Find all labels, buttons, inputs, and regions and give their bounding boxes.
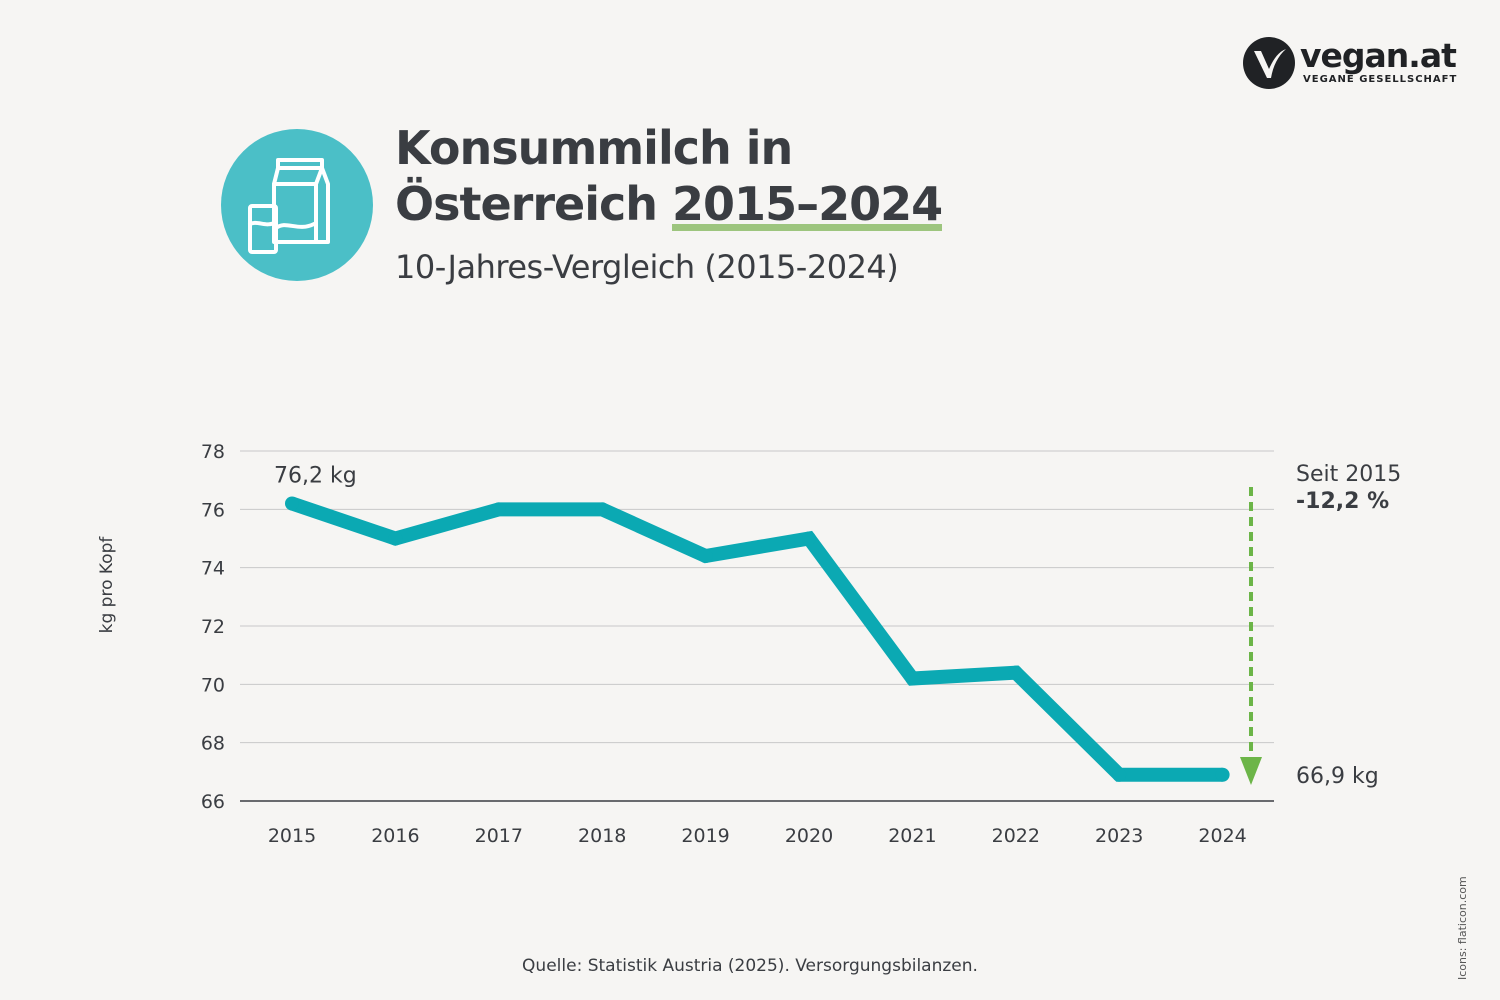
x-tick-label: 2015: [268, 825, 316, 847]
y-tick-label: 68: [201, 733, 225, 755]
title-years: 2015–2024: [672, 177, 943, 231]
vegan-leaf-logo-icon: [1243, 37, 1295, 89]
change-caption: Seit 2015: [1296, 462, 1401, 487]
x-tick-label: 2017: [475, 825, 523, 847]
x-tick-label: 2016: [371, 825, 419, 847]
brand-name: vegan.at: [1300, 36, 1457, 75]
x-tick-label: 2022: [992, 825, 1040, 847]
data-point: [802, 531, 816, 546]
y-tick-label: 70: [201, 674, 225, 696]
data-point: [491, 502, 506, 517]
y-tick-label: 78: [201, 441, 225, 463]
milk-carton-and-glass-icon: [221, 129, 373, 281]
data-point: [905, 671, 920, 686]
start-value-label: 76,2 kg: [274, 464, 357, 489]
end-value-label: 66,9 kg: [1296, 764, 1379, 789]
y-axis-label: kg pro Kopf: [97, 536, 117, 634]
title-country: Österreich: [395, 177, 673, 231]
y-tick-label: 72: [201, 616, 225, 638]
data-point: [698, 549, 713, 563]
series-line: [289, 496, 1223, 782]
x-tick-label: 2024: [1198, 825, 1246, 847]
data-point: [1008, 665, 1023, 680]
chart-grid: [240, 450, 1274, 802]
y-axis-ticks: 78 76 74 72 70 68 66: [201, 441, 225, 813]
x-axis-ticks: 2015 2016 2017 2018 2019 2020 2021 2022 2023 2024: [268, 825, 1247, 847]
page-title: Konsummilch in Österreich 2015–2024: [395, 120, 943, 232]
y-tick-label: 66: [201, 791, 225, 813]
y-tick-label: 76: [201, 499, 225, 521]
brand-logo: vegan.at VEGANE GESELLSCHAFT: [1242, 36, 1462, 96]
change-arrow-head-icon: [1240, 757, 1262, 785]
y-tick-label: 74: [201, 558, 225, 580]
data-point: [1112, 767, 1127, 782]
brand-tagline: VEGANE GESELLSCHAFT: [1303, 74, 1458, 85]
data-point: [595, 502, 610, 517]
x-tick-label: 2021: [888, 825, 936, 847]
data-points: [285, 496, 1230, 782]
icon-credit: Icons: flaticon.com: [1456, 876, 1469, 980]
change-value: -12,2 %: [1296, 489, 1389, 514]
title-line-2: Österreich 2015–2024: [395, 176, 943, 232]
data-point: [285, 496, 299, 511]
data-point: [388, 531, 403, 546]
page-subtitle: 10-Jahres-Vergleich (2015-2024): [395, 248, 899, 286]
x-tick-label: 2018: [578, 825, 626, 847]
x-tick-label: 2019: [681, 825, 729, 847]
data-point: [1215, 767, 1230, 782]
source-note: Quelle: Statistik Austria (2025). Versor…: [522, 956, 978, 976]
title-line-1: Konsummilch in: [395, 121, 793, 175]
x-tick-label: 2020: [785, 825, 833, 847]
x-tick-label: 2023: [1095, 825, 1143, 847]
